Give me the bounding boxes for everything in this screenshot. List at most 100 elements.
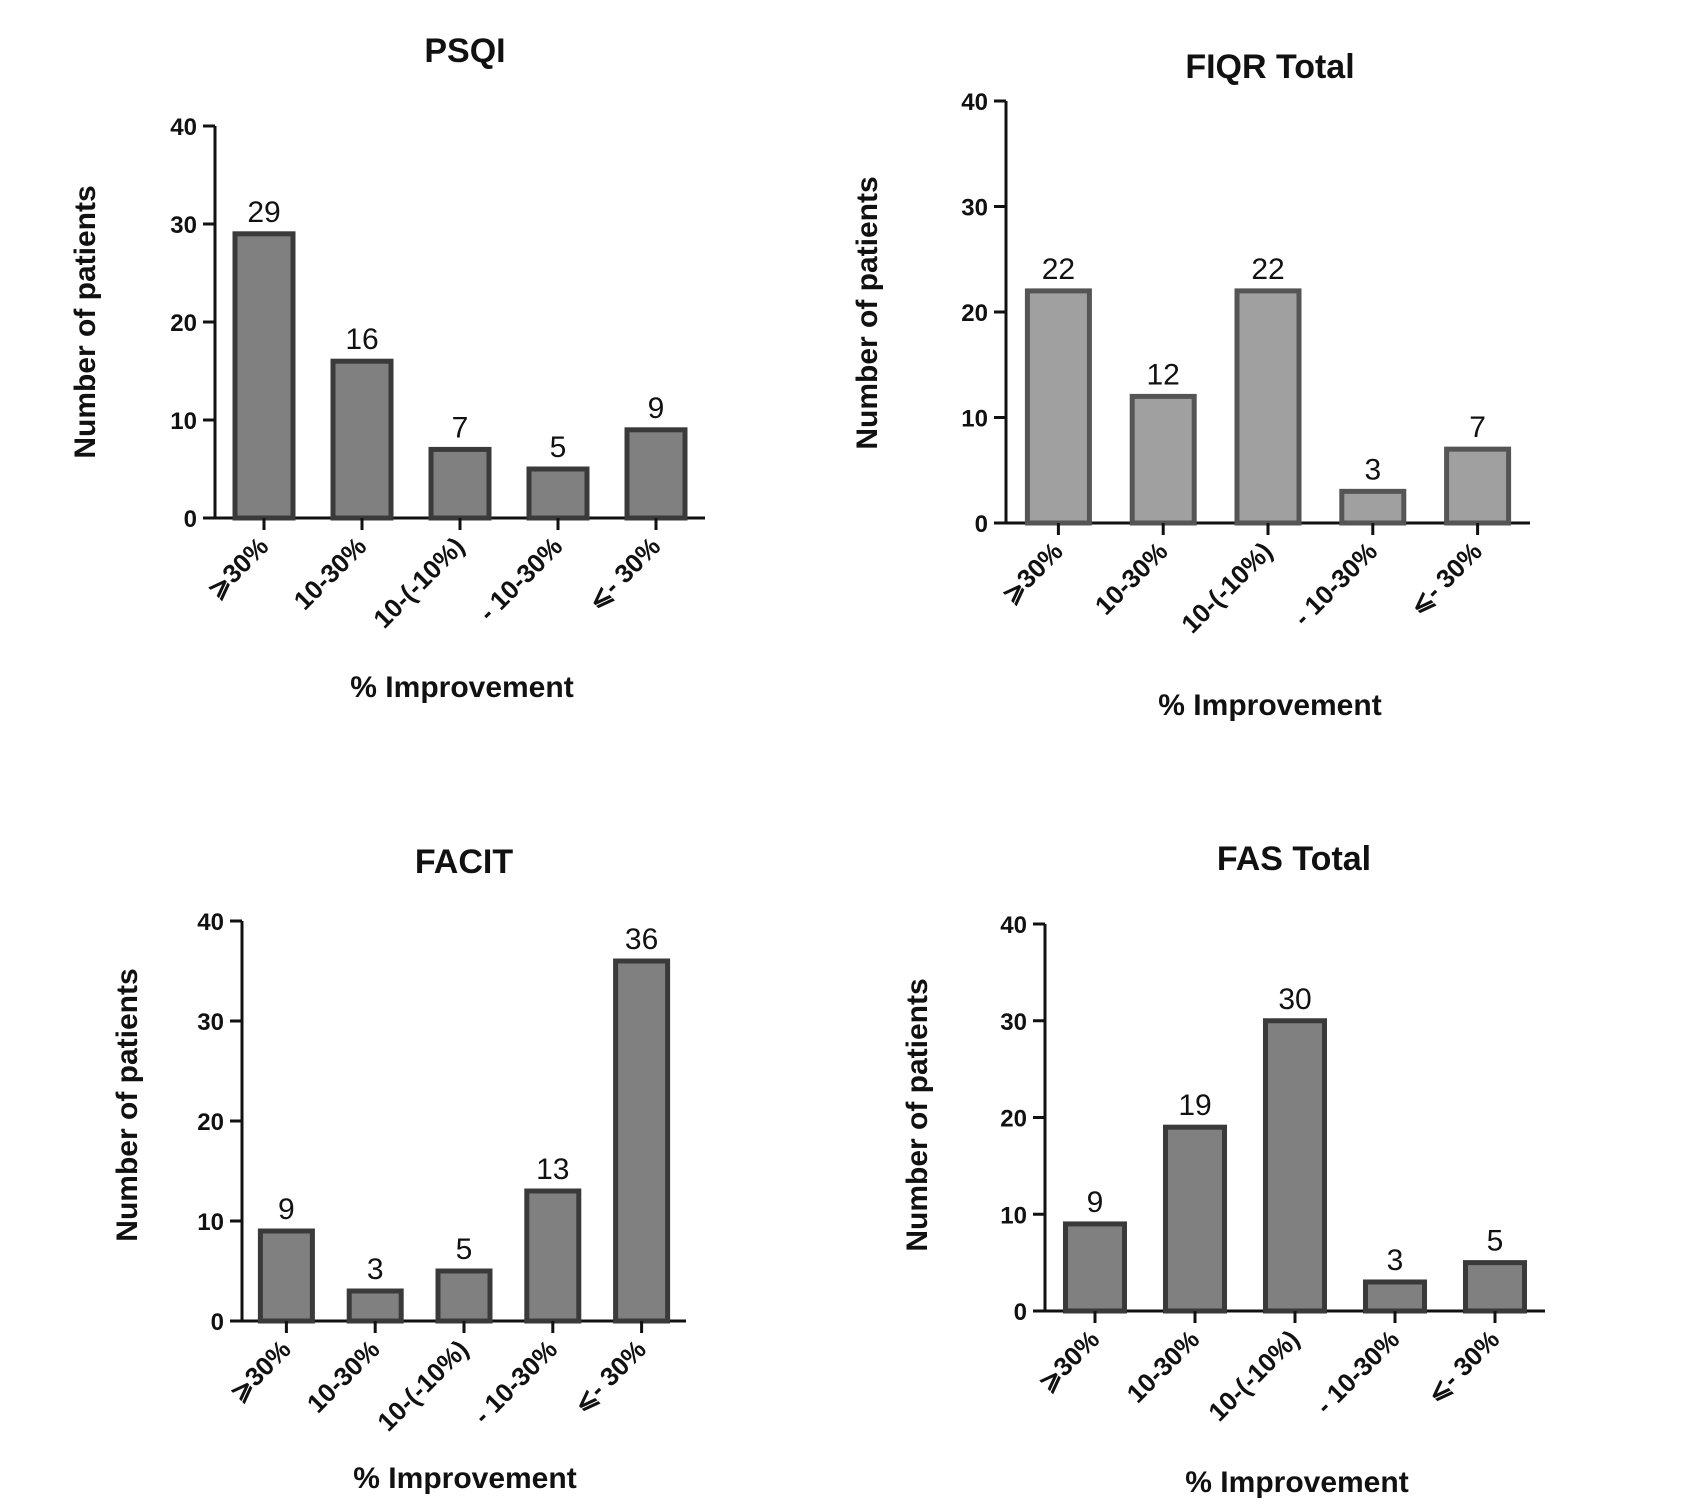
bar-value-label: 22 bbox=[1042, 253, 1075, 286]
bar-chart-svg: FIQR Total 0 10 20 30 40 22 ⩾30% 12 10-30% 22 10-(-… bbox=[851, 48, 1530, 722]
bar-value-label: 12 bbox=[1147, 358, 1180, 391]
x-axis-label: % Improvement bbox=[353, 1462, 576, 1495]
y-tick-label: 20 bbox=[197, 1109, 224, 1136]
x-axis-label: % Improvement bbox=[1185, 1466, 1408, 1499]
bar bbox=[613, 958, 671, 1324]
bar bbox=[1163, 1124, 1227, 1314]
bar bbox=[1024, 288, 1092, 526]
bar bbox=[435, 1268, 493, 1324]
x-tick-label: 10-30% bbox=[1089, 536, 1174, 621]
y-tick-label: 0 bbox=[975, 511, 988, 538]
x-tick-label: ⩾30% bbox=[1032, 1324, 1105, 1397]
bar bbox=[1444, 446, 1512, 526]
y-tick-label: 10 bbox=[961, 406, 988, 433]
bar bbox=[257, 1228, 315, 1324]
x-tick-label: - 10-30% bbox=[1287, 536, 1383, 632]
chart-title: FAS Total bbox=[1217, 840, 1371, 878]
y-axis-label: Number of patients bbox=[111, 968, 144, 1241]
y-tick-label: 30 bbox=[170, 212, 197, 239]
x-tick-label: 10-(-10%) bbox=[1202, 1324, 1305, 1427]
y-tick-label: 20 bbox=[961, 300, 988, 327]
bar-chart-svg: FACIT 0 10 20 30 40 9 ⩾30% 3 10-30% 5 10-(-10%) 13 - … bbox=[111, 843, 686, 1495]
bar bbox=[1263, 1018, 1327, 1314]
bar-value-label: 3 bbox=[367, 1253, 384, 1286]
bar-value-label: 5 bbox=[550, 431, 567, 464]
chart-panel-fiqr-total: FIQR Total 0 10 20 30 40 22 ⩾30% 12 10-30% 22 10-(-… bbox=[842, 0, 1684, 756]
y-tick-label: 0 bbox=[211, 1309, 224, 1336]
y-axis-label: Number of patients bbox=[851, 176, 884, 449]
y-tick-label: 30 bbox=[1000, 1009, 1027, 1036]
y-tick-label: 10 bbox=[197, 1209, 224, 1236]
bar bbox=[1129, 393, 1197, 526]
bar-value-label: 16 bbox=[345, 323, 378, 356]
bar-value-label: 29 bbox=[247, 196, 280, 229]
x-tick-label: ⩾30% bbox=[995, 536, 1068, 609]
chart-title: FACIT bbox=[415, 843, 513, 881]
bar bbox=[1234, 288, 1302, 526]
chart-panel-facit: FACIT 0 10 20 30 40 9 ⩾30% 3 10-30% 5 10-(-10%) 13 - … bbox=[0, 756, 842, 1512]
x-tick-label: ⩾30% bbox=[223, 1334, 296, 1407]
x-tick-label: ⩽- 30% bbox=[567, 1334, 652, 1419]
chart-panel-psqi: PSQI 0 10 20 30 40 29 ⩾30% 16 10-30% 7 10-(-10%) 5 - … bbox=[0, 0, 842, 756]
y-tick-label: 30 bbox=[197, 1009, 224, 1036]
bar bbox=[1463, 1260, 1527, 1314]
bar-value-label: 5 bbox=[1487, 1225, 1504, 1258]
x-tick-label: 10-30% bbox=[301, 1334, 386, 1419]
y-tick-label: 30 bbox=[961, 195, 988, 222]
x-tick-label: ⩽- 30% bbox=[1421, 1324, 1506, 1409]
bar bbox=[1063, 1221, 1127, 1314]
bar-value-label: 3 bbox=[1364, 453, 1381, 486]
bar-value-label: 7 bbox=[452, 411, 469, 444]
y-tick-label: 0 bbox=[184, 506, 197, 533]
x-tick-label: 10-(-10%) bbox=[371, 1334, 474, 1437]
chart-title: FIQR Total bbox=[1185, 48, 1354, 86]
x-axis-label: % Improvement bbox=[350, 671, 573, 704]
bar-value-label: 30 bbox=[1278, 983, 1311, 1016]
bar bbox=[1339, 488, 1407, 526]
x-tick-label: - 10-30% bbox=[467, 1334, 563, 1430]
x-tick-label: - 10-30% bbox=[472, 531, 568, 627]
bar bbox=[330, 358, 394, 521]
bar-value-label: 7 bbox=[1469, 411, 1486, 444]
y-tick-label: 40 bbox=[197, 909, 224, 936]
y-tick-label: 40 bbox=[961, 89, 988, 116]
bar bbox=[1363, 1279, 1427, 1314]
bar-chart-svg: PSQI 0 10 20 30 40 29 ⩾30% 16 10-30% 7 10-(-10%) 5 - … bbox=[69, 32, 705, 704]
bar bbox=[346, 1288, 404, 1324]
x-tick-label: ⩾30% bbox=[201, 531, 274, 604]
bar-value-label: 9 bbox=[648, 392, 665, 425]
bar bbox=[524, 1188, 582, 1324]
y-tick-label: 40 bbox=[1000, 912, 1027, 939]
x-tick-label: 10-(-10%) bbox=[367, 531, 470, 634]
bar-value-label: 3 bbox=[1387, 1244, 1404, 1277]
y-tick-label: 10 bbox=[170, 408, 197, 435]
bar-value-label: 19 bbox=[1178, 1089, 1211, 1122]
y-tick-label: 0 bbox=[1014, 1299, 1027, 1326]
bar-value-label: 5 bbox=[456, 1233, 473, 1266]
chart-panel-fas-total: FAS Total 0 10 20 30 40 9 ⩾30% 19 10-30% 30 10-(-10… bbox=[842, 756, 1684, 1512]
bar-value-label: 36 bbox=[625, 923, 658, 956]
bar-value-label: 9 bbox=[1087, 1186, 1104, 1219]
bar bbox=[232, 231, 296, 521]
bar-value-label: 13 bbox=[536, 1153, 569, 1186]
x-tick-label: - 10-30% bbox=[1309, 1324, 1405, 1420]
y-tick-label: 20 bbox=[1000, 1106, 1027, 1133]
x-tick-label: 10-30% bbox=[288, 531, 373, 616]
y-axis-label: Number of patients bbox=[69, 185, 102, 458]
chart-title: PSQI bbox=[424, 32, 505, 70]
x-tick-label: ⩽- 30% bbox=[582, 531, 667, 616]
y-tick-label: 20 bbox=[170, 310, 197, 337]
x-tick-label: ⩽- 30% bbox=[1403, 536, 1488, 621]
bar bbox=[428, 446, 492, 521]
y-tick-label: 40 bbox=[170, 114, 197, 141]
x-tick-label: 10-(-10%) bbox=[1175, 536, 1278, 639]
bar bbox=[624, 427, 688, 521]
y-axis-label: Number of patients bbox=[901, 978, 934, 1251]
bar bbox=[526, 466, 590, 521]
x-axis-label: % Improvement bbox=[1158, 689, 1381, 722]
y-tick-label: 10 bbox=[1000, 1202, 1027, 1229]
bar-chart-svg: FAS Total 0 10 20 30 40 9 ⩾30% 19 10-30% 30 10-(-10… bbox=[901, 840, 1545, 1499]
bar-value-label: 22 bbox=[1251, 253, 1284, 286]
x-tick-label: 10-30% bbox=[1121, 1324, 1206, 1409]
bar-value-label: 9 bbox=[278, 1193, 295, 1226]
